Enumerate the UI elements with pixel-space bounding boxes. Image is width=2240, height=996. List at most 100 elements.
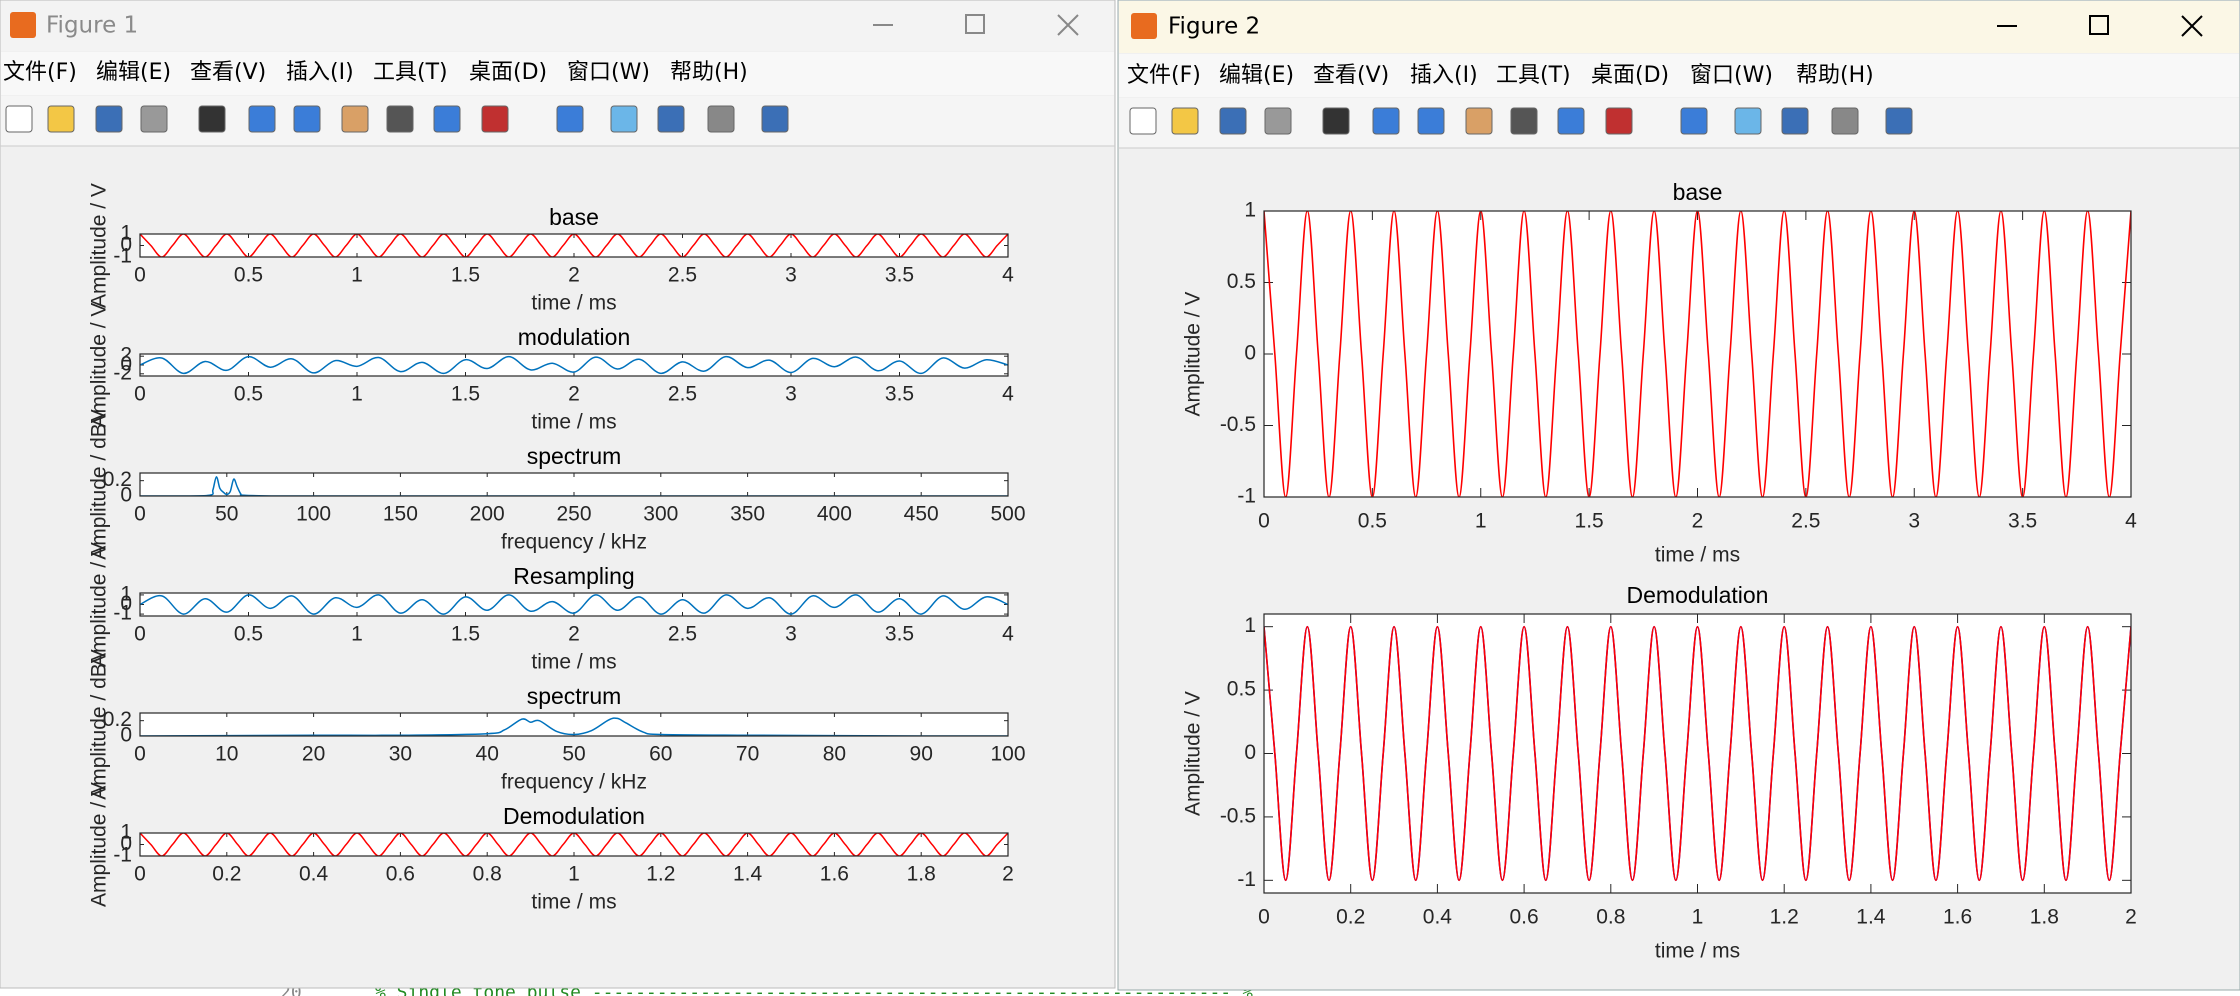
y-tick-label: 0 bbox=[120, 233, 132, 256]
y-tick-label: 2 bbox=[120, 344, 132, 367]
menu-item[interactable]: 窗口(W) bbox=[567, 60, 650, 85]
x-tick-label: 50 bbox=[215, 503, 238, 526]
toolbar-button[interactable] bbox=[95, 105, 123, 133]
toolbar-button[interactable] bbox=[198, 105, 226, 133]
toolbar-button[interactable] bbox=[1605, 107, 1633, 135]
x-axis-label: frequency / kHz bbox=[501, 771, 647, 794]
x-tick-label: 0 bbox=[1258, 510, 1270, 533]
x-tick-label: 1.8 bbox=[907, 863, 936, 886]
x-axis-label: time / ms bbox=[531, 292, 616, 315]
x-tick-label: 1.5 bbox=[1575, 510, 1604, 533]
menu-item[interactable]: 窗口(W) bbox=[1690, 63, 1773, 88]
x-tick-label: 2.5 bbox=[668, 264, 697, 287]
toolbar-button[interactable] bbox=[248, 105, 276, 133]
menu-item[interactable]: 桌面(D) bbox=[1591, 63, 1669, 88]
x-tick-label: 3 bbox=[785, 264, 797, 287]
menu-item[interactable]: 工具(T) bbox=[1496, 63, 1571, 88]
toolbar-button[interactable] bbox=[1557, 107, 1585, 135]
toolbar-button[interactable] bbox=[1680, 107, 1708, 135]
menu-item[interactable]: 插入(I) bbox=[286, 60, 354, 85]
menu-item[interactable]: 帮助(H) bbox=[1796, 63, 1874, 88]
y-tick-label: -2 bbox=[113, 361, 132, 384]
toolbar-button[interactable] bbox=[761, 105, 789, 133]
toolbar-button[interactable] bbox=[1781, 107, 1809, 135]
toolbar-button[interactable] bbox=[556, 105, 584, 133]
chart-title: modulation bbox=[518, 324, 631, 350]
toolbar-button[interactable] bbox=[610, 105, 638, 133]
x-tick-label: 0.2 bbox=[212, 863, 241, 886]
menu-item[interactable]: 帮助(H) bbox=[670, 60, 748, 85]
menu-item[interactable]: 编辑(E) bbox=[1219, 63, 1294, 88]
toolbar-button[interactable] bbox=[657, 105, 685, 133]
axes-frame bbox=[139, 712, 1009, 737]
toolbar-button[interactable] bbox=[140, 105, 168, 133]
x-tick-label: 0.5 bbox=[234, 383, 263, 406]
toolbar-button[interactable] bbox=[1129, 107, 1157, 135]
toolbar-button[interactable] bbox=[5, 105, 33, 133]
toolbar-button[interactable] bbox=[1171, 107, 1199, 135]
x-tick-label: 150 bbox=[383, 503, 418, 526]
y-tick-label: 0 bbox=[1244, 741, 1256, 764]
menu-item[interactable]: 文件(F) bbox=[3, 60, 77, 85]
maximize-button[interactable] bbox=[2089, 15, 2109, 35]
menu-item[interactable]: 文件(F) bbox=[1127, 63, 1201, 88]
x-tick-label: 70 bbox=[736, 743, 759, 766]
x-tick-label: 50 bbox=[562, 743, 585, 766]
x-tick-label: 450 bbox=[904, 503, 939, 526]
x-tick-label: 1 bbox=[351, 383, 363, 406]
x-tick-label: 0.4 bbox=[1423, 906, 1453, 929]
x-tick-label: 3.5 bbox=[885, 383, 914, 406]
toolbar-button[interactable] bbox=[1417, 107, 1445, 135]
maximize-button[interactable] bbox=[965, 14, 985, 34]
menu-item[interactable]: 编辑(E) bbox=[96, 60, 171, 85]
x-tick-label: 3.5 bbox=[2008, 510, 2037, 533]
y-tick-label: 0.5 bbox=[1227, 270, 1256, 293]
x-tick-label: 1 bbox=[568, 863, 580, 886]
data-line bbox=[140, 234, 1008, 257]
toolbar-button[interactable] bbox=[433, 105, 461, 133]
x-tick-label: 350 bbox=[730, 503, 765, 526]
x-axis-label: time / ms bbox=[531, 411, 616, 434]
y-tick-label: 0.2 bbox=[103, 468, 132, 491]
toolbar-button[interactable] bbox=[1264, 107, 1292, 135]
toolbar-button[interactable] bbox=[1510, 107, 1538, 135]
x-axis-label: frequency / kHz bbox=[501, 531, 647, 554]
x-tick-label: 3 bbox=[785, 623, 797, 646]
menu-item[interactable]: 查看(V) bbox=[1313, 63, 1389, 88]
toolbar-button[interactable] bbox=[1465, 107, 1493, 135]
menu-item[interactable]: 插入(I) bbox=[1410, 63, 1478, 88]
toolbar-button[interactable] bbox=[1372, 107, 1400, 135]
toolbar-button[interactable] bbox=[1219, 107, 1247, 135]
axes-box bbox=[1264, 211, 2131, 497]
y-axis-label: Amplitude / V bbox=[88, 782, 111, 907]
toolbar-button[interactable] bbox=[293, 105, 321, 133]
app-icon bbox=[1131, 13, 1157, 39]
toolbar-button[interactable] bbox=[386, 105, 414, 133]
toolbar-button[interactable] bbox=[1734, 107, 1762, 135]
y-axis-label: Amplitude / dBV bbox=[88, 409, 111, 560]
toolbar-button[interactable] bbox=[1885, 107, 1913, 135]
menu-item[interactable]: 桌面(D) bbox=[469, 60, 547, 85]
chart-title: spectrum bbox=[527, 443, 622, 469]
toolbar-button[interactable] bbox=[47, 105, 75, 133]
x-tick-label: 500 bbox=[990, 503, 1025, 526]
y-tick-label: 1 bbox=[120, 821, 132, 844]
toolbar-button[interactable] bbox=[1831, 107, 1859, 135]
x-tick-label: 200 bbox=[470, 503, 505, 526]
title-bar bbox=[1119, 1, 2239, 53]
toolbar-button[interactable] bbox=[707, 105, 735, 133]
axes-frame bbox=[139, 233, 1009, 258]
menu-item[interactable]: 查看(V) bbox=[190, 60, 266, 85]
close-button[interactable] bbox=[2181, 15, 2203, 37]
y-tick-label: 0 bbox=[120, 724, 132, 747]
toolbar-button[interactable] bbox=[481, 105, 509, 133]
y-tick-label: 1 bbox=[120, 222, 132, 245]
x-tick-label: 0 bbox=[134, 264, 146, 287]
toolbar-button[interactable] bbox=[341, 105, 369, 133]
x-tick-label: 1.6 bbox=[820, 863, 849, 886]
y-tick-label: 1 bbox=[1244, 199, 1256, 222]
toolbar-button[interactable] bbox=[1322, 107, 1350, 135]
menu-item[interactable]: 工具(T) bbox=[373, 60, 448, 85]
close-button[interactable] bbox=[1057, 14, 1079, 36]
x-tick-label: 1.8 bbox=[2030, 906, 2059, 929]
